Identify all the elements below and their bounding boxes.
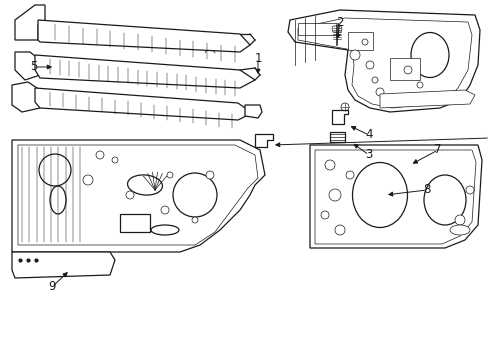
Circle shape <box>454 215 464 225</box>
Polygon shape <box>329 132 345 142</box>
Circle shape <box>112 157 118 163</box>
Ellipse shape <box>449 225 469 235</box>
Text: 7: 7 <box>433 144 441 157</box>
Text: 1: 1 <box>254 51 261 64</box>
Bar <box>120 214 150 232</box>
Polygon shape <box>309 145 481 248</box>
Circle shape <box>325 160 334 170</box>
Circle shape <box>391 97 397 103</box>
Circle shape <box>361 39 367 45</box>
Circle shape <box>83 175 93 185</box>
Bar <box>389 58 419 80</box>
Circle shape <box>375 88 383 96</box>
Circle shape <box>405 98 413 106</box>
Text: 9: 9 <box>48 280 56 293</box>
Circle shape <box>173 173 217 217</box>
Circle shape <box>205 171 214 179</box>
Polygon shape <box>12 252 115 278</box>
Circle shape <box>96 151 104 159</box>
Ellipse shape <box>49 262 61 268</box>
Circle shape <box>416 82 422 88</box>
Text: 3: 3 <box>365 148 372 162</box>
Circle shape <box>161 206 169 214</box>
Circle shape <box>126 191 134 199</box>
Circle shape <box>465 186 473 194</box>
Polygon shape <box>254 134 272 147</box>
Circle shape <box>403 66 411 74</box>
Circle shape <box>320 211 328 219</box>
Text: 8: 8 <box>423 184 430 197</box>
Polygon shape <box>15 52 40 80</box>
Ellipse shape <box>151 225 179 235</box>
Polygon shape <box>38 20 249 52</box>
Ellipse shape <box>127 175 162 195</box>
Polygon shape <box>314 150 475 244</box>
Bar <box>347 32 372 50</box>
Polygon shape <box>287 10 479 112</box>
Circle shape <box>39 154 71 186</box>
Polygon shape <box>15 5 45 40</box>
Text: 2: 2 <box>336 15 343 28</box>
Polygon shape <box>35 55 254 88</box>
Polygon shape <box>331 110 347 124</box>
Ellipse shape <box>423 175 465 225</box>
Polygon shape <box>12 140 264 252</box>
Polygon shape <box>297 18 471 108</box>
Circle shape <box>365 61 373 69</box>
Ellipse shape <box>86 262 98 268</box>
Polygon shape <box>18 145 258 245</box>
Ellipse shape <box>352 162 407 228</box>
Circle shape <box>328 189 340 201</box>
Text: 4: 4 <box>365 129 372 141</box>
Text: 6: 6 <box>485 131 488 144</box>
Text: 5: 5 <box>30 60 38 73</box>
Polygon shape <box>244 105 262 118</box>
Circle shape <box>192 217 198 223</box>
Circle shape <box>371 77 377 83</box>
Ellipse shape <box>29 262 41 268</box>
Ellipse shape <box>410 32 448 77</box>
Polygon shape <box>379 90 474 108</box>
Circle shape <box>167 172 173 178</box>
Circle shape <box>349 50 359 60</box>
Circle shape <box>334 225 345 235</box>
Bar <box>297 23 337 35</box>
Polygon shape <box>12 82 40 112</box>
Ellipse shape <box>50 186 66 214</box>
Polygon shape <box>35 88 251 120</box>
Ellipse shape <box>69 262 81 268</box>
Circle shape <box>346 171 353 179</box>
